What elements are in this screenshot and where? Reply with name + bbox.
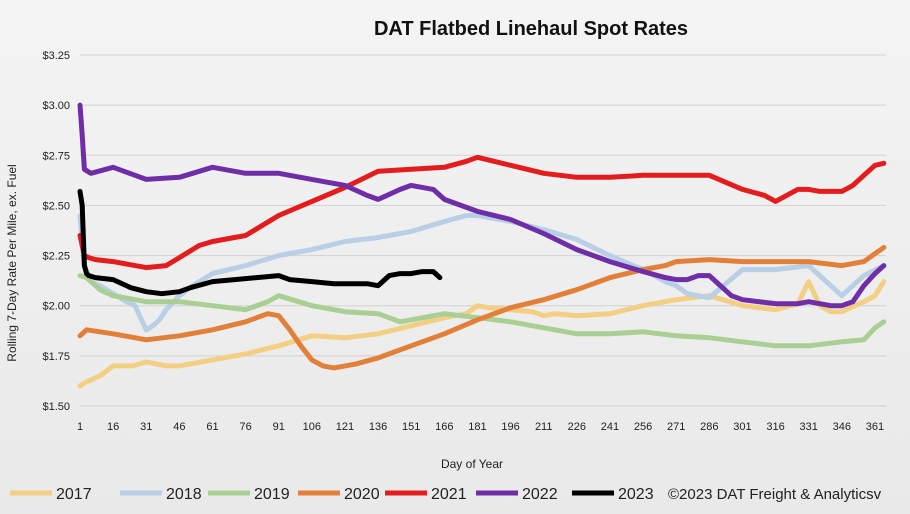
legend-item-2019: 2019 [208,486,290,503]
y-tick-label: $2.25 [42,251,70,263]
legend: 2017 2018 2019 2020 2021 2022 2023 [10,486,654,503]
y-tick-label: $3.25 [42,50,70,62]
x-tick-label: 61 [206,421,218,433]
y-axis-label: Rolling 7-Day Rate Per Mile, ex. Fuel [5,164,19,361]
gridlines [80,54,886,407]
x-tick-label: 286 [700,421,718,433]
x-tick-label: 331 [800,421,818,433]
x-tick-label: 46 [173,421,185,433]
y-tick-label: $1.75 [42,351,70,363]
y-tick-labels: $1.50 $1.75 $2.00 $2.25 $2.50 $2.75 $3.00 $3.25 [42,50,70,413]
x-tick-label: 301 [733,421,751,433]
series-lines [77,102,887,389]
x-tick-label: 151 [402,421,420,433]
x-tick-label: 136 [369,421,387,433]
series-line-2018 [77,213,887,333]
legend-item-2021: 2021 [385,486,467,503]
x-tick-label: 316 [766,421,784,433]
x-tick-label: 181 [468,421,486,433]
legend-label: 2017 [56,486,92,503]
x-tick-label: 211 [535,421,553,433]
legend-label: 2022 [522,486,558,503]
chart-title: DAT Flatbed Linehaul Spot Rates [374,18,688,40]
x-tick-label: 271 [667,421,685,433]
legend-label: 2018 [166,486,202,503]
x-tick-label: 166 [435,421,453,433]
legend-label: 2020 [344,486,380,503]
legend-label: 2023 [618,486,654,503]
y-tick-label: $1.50 [42,401,70,413]
copyright-annotation: ©2023 DAT Freight & Analyticsv [668,486,882,503]
x-axis-label: Day of Year [441,457,503,471]
y-tick-label: $2.75 [42,150,70,162]
x-tick-label: 1 [77,421,83,433]
x-tick-label: 346 [833,421,851,433]
legend-item-2017: 2017 [10,486,92,503]
legend-item-2023: 2023 [572,486,654,503]
x-tick-label: 196 [501,421,519,433]
legend-label: 2021 [431,486,467,503]
legend-item-2022: 2022 [476,486,558,503]
x-tick-labels: 1 16 31 46 61 76 91 106 121 136 151 166 181 196 211 226… [77,421,884,433]
x-tick-label: 106 [303,421,321,433]
series-line-2017 [77,279,887,389]
x-tick-label: 16 [107,421,119,433]
legend-item-2020: 2020 [298,486,380,503]
x-tick-label: 241 [601,421,619,433]
legend-item-2018: 2018 [120,486,202,503]
x-tick-label: 31 [140,421,152,433]
series-line-2022 [77,102,887,309]
legend-label: 2019 [254,486,290,503]
x-tick-label: 76 [239,421,251,433]
x-tick-label: 361 [866,421,884,433]
x-tick-label: 226 [568,421,586,433]
y-tick-label: $2.00 [42,301,70,313]
y-tick-label: $2.50 [42,200,70,212]
series-line-2019 [77,273,887,349]
series-line-2021 [77,154,887,271]
series-line-2020 [77,245,887,371]
x-tick-label: 91 [273,421,285,433]
series-line-2023 [77,188,443,297]
x-tick-label: 121 [336,421,354,433]
x-tick-label: 256 [634,421,652,433]
y-tick-label: $3.00 [42,100,70,112]
